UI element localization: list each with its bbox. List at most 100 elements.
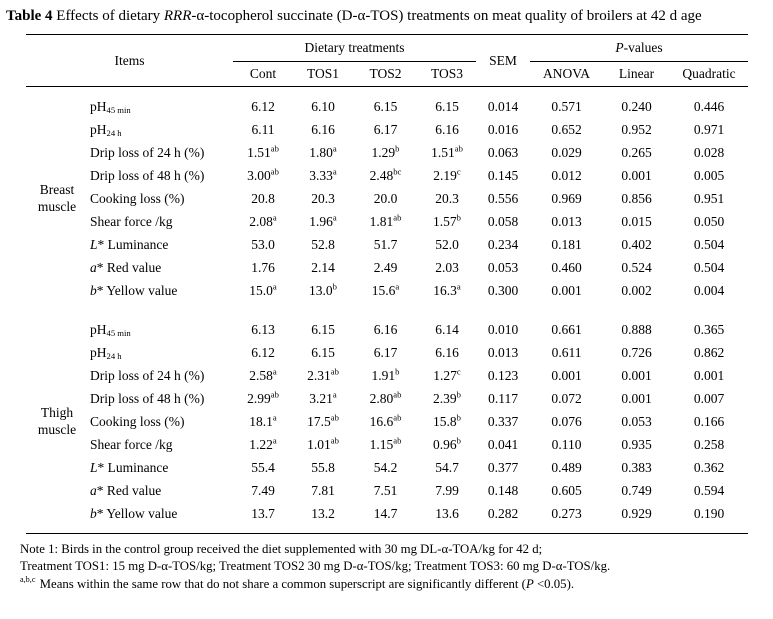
value-cell: 54.7 [435,460,459,476]
value-cell: 6.15 [435,99,459,115]
row-item-label: b* Yellow value [88,280,233,303]
row-item-label: pH45 min [88,96,233,119]
value-cell: 1.51ab [431,143,463,161]
significance-superscript: c [456,366,461,377]
value-cell: 0.181 [551,237,582,253]
significance-superscript: ab [330,412,339,423]
row-item-label: Shear force /kg [88,434,233,457]
value-cell: 15.0a [249,281,277,299]
row-item-label: a* Red value [88,257,233,280]
text-segment: Drip loss of 48 h (%) [90,391,205,407]
table-row: Drip loss of 24 h (%) 1.51ab 1.80a 1.29b 1.5… [26,142,748,165]
value-cell: 0.234 [487,237,519,253]
text-segment: * Red value [96,260,162,276]
value-cell: 0.001 [621,168,652,184]
significance-superscript: a [272,212,277,223]
value-cell: 6.15 [373,99,398,115]
text-segment: a [90,260,97,276]
p-values-suffix: -values [623,40,663,56]
text-segment: pH [90,345,107,361]
row-item-label: Cooking loss (%) [88,411,233,434]
value-cell: 0.002 [621,283,652,299]
value-cell: 0.013 [487,345,519,361]
value-cell: 1.15ab [369,435,402,453]
value-cell: 0.726 [621,345,652,361]
value-cell: 0.862 [693,345,725,361]
value-cell: 0.001 [693,368,725,384]
row-item-label: Drip loss of 48 h (%) [88,165,233,188]
value-cell: 3.21a [309,389,337,407]
row-item-label: a* Red value [88,480,233,503]
table-caption: Table 4 Effects of dietary RRR-α-tocophe… [6,6,765,26]
value-cell: 1.29b [371,143,400,161]
value-cell: 17.5ab [307,412,339,430]
value-cell: 0.148 [487,483,519,499]
value-cell: 0.460 [551,260,582,276]
value-cell: 0.029 [551,145,582,161]
value-cell: 1.91b [371,366,400,384]
value-cell: 3.00ab [247,166,279,184]
value-cell: 0.240 [621,99,652,115]
text-segment: <0.05). [533,576,575,591]
significance-superscript: b [395,143,400,154]
value-cell: 0.005 [693,168,725,184]
value-cell: 0.050 [693,214,725,230]
row-item-label: pH45 min [88,319,233,342]
value-cell: 0.605 [551,483,582,499]
value-cell: 13.7 [251,506,275,522]
value-cell: 55.4 [251,460,275,476]
value-cell: 0.969 [551,191,582,207]
row-item-label: L* Luminance [88,234,233,257]
value-cell: 0.888 [621,322,652,338]
spacer-row [26,303,748,319]
note-line: Note 1: Birds in the control group recei… [20,541,765,558]
value-cell: 1.22a [249,435,277,453]
text-segment: Cooking loss (%) [90,414,185,430]
col-header-tos2: TOS2 [353,61,418,88]
value-cell: 1.81ab [369,212,402,230]
spacer-row [26,526,748,534]
value-cell: 6.15 [311,345,335,361]
table-row: Drip loss of 48 h (%) 2.99ab 3.21a 2.80ab 2.… [26,388,748,411]
table-row: b* Yellow value 15.0a 13.0b 15.6a 16.3a 0.300… [26,280,748,303]
spacer-row [26,87,748,96]
value-cell: 0.504 [693,237,725,253]
value-cell: 0.145 [487,168,519,184]
value-cell: 0.028 [693,145,725,161]
header-row-groups: Items Dietary treatments SEM P-values [26,34,749,88]
significance-superscript: a [332,389,337,400]
significance-superscript: b [456,389,461,400]
value-cell: 0.594 [693,483,725,499]
row-item-label: b* Yellow value [88,503,233,526]
text-segment: pH [90,122,107,138]
value-cell: 0.524 [621,260,652,276]
col-header-tos3: TOS3 [418,61,477,88]
value-cell: 0.571 [551,99,582,115]
value-cell: 20.3 [311,191,335,207]
col-header-anova: ANOVA [530,61,604,88]
significance-superscript: a [272,435,277,446]
value-cell: 2.19c [433,166,461,184]
value-cell: 0.258 [693,437,725,453]
text-segment: * Yellow value [96,506,178,522]
value-cell: 0.123 [487,368,519,384]
value-cell: 0.661 [551,322,582,338]
value-cell: 1.57b [433,212,461,230]
value-cell: 0.300 [487,283,519,299]
table-row: L* Luminance 55.4 55.8 54.2 54.7 0.377 0.489 0.… [26,457,748,480]
text-segment: Drip loss of 24 h (%) [90,368,205,384]
value-cell: 0.377 [487,460,519,476]
value-cell: 0.365 [693,322,725,338]
significance-superscript: ab [393,212,402,223]
col-header-sem: SEM [476,34,531,88]
text-segment: Shear force /kg [90,214,173,230]
significance-superscript: b [456,435,461,446]
value-cell: 13.2 [311,506,335,522]
value-cell: 53.0 [251,237,275,253]
value-cell: 0.053 [487,260,519,276]
value-cell: 15.8b [433,412,461,430]
row-item-label: L* Luminance [88,457,233,480]
value-cell: 2.99ab [247,389,279,407]
significance-superscript: a [272,281,277,292]
